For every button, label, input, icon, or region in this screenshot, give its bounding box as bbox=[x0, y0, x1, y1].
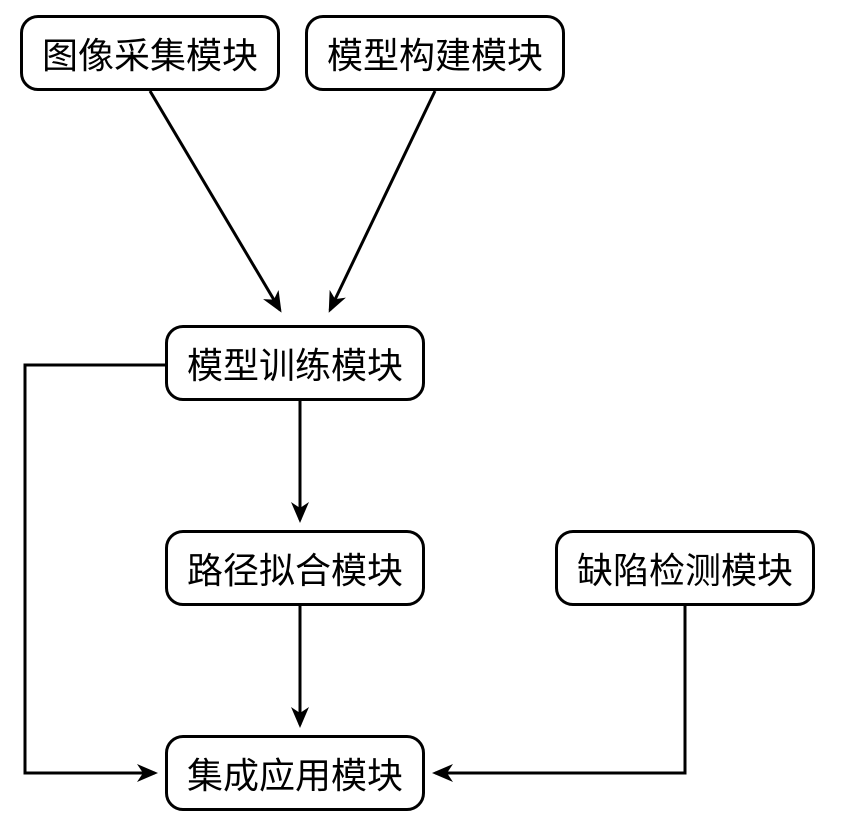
node-path-fitting: 路径拟合模块 bbox=[165, 530, 425, 606]
edge-defect_detection-to-integrated_app bbox=[435, 606, 685, 773]
edge-image_acquisition-to-model_training bbox=[150, 91, 280, 310]
node-label: 图像采集模块 bbox=[42, 27, 258, 79]
node-image-acquisition: 图像采集模块 bbox=[20, 15, 280, 91]
node-label: 路径拟合模块 bbox=[187, 542, 403, 594]
node-label: 缺陷检测模块 bbox=[577, 542, 793, 594]
node-integrated-app: 集成应用模块 bbox=[165, 735, 425, 811]
edges-layer bbox=[0, 0, 858, 834]
edge-model_construction-to-model_training bbox=[330, 91, 435, 310]
edge-model_training-to-integrated_app bbox=[25, 365, 165, 773]
node-model-training: 模型训练模块 bbox=[165, 325, 425, 401]
node-label: 集成应用模块 bbox=[187, 747, 403, 799]
node-model-construction: 模型构建模块 bbox=[305, 15, 565, 91]
node-defect-detection: 缺陷检测模块 bbox=[555, 530, 815, 606]
node-label: 模型训练模块 bbox=[187, 337, 403, 389]
node-label: 模型构建模块 bbox=[327, 27, 543, 79]
